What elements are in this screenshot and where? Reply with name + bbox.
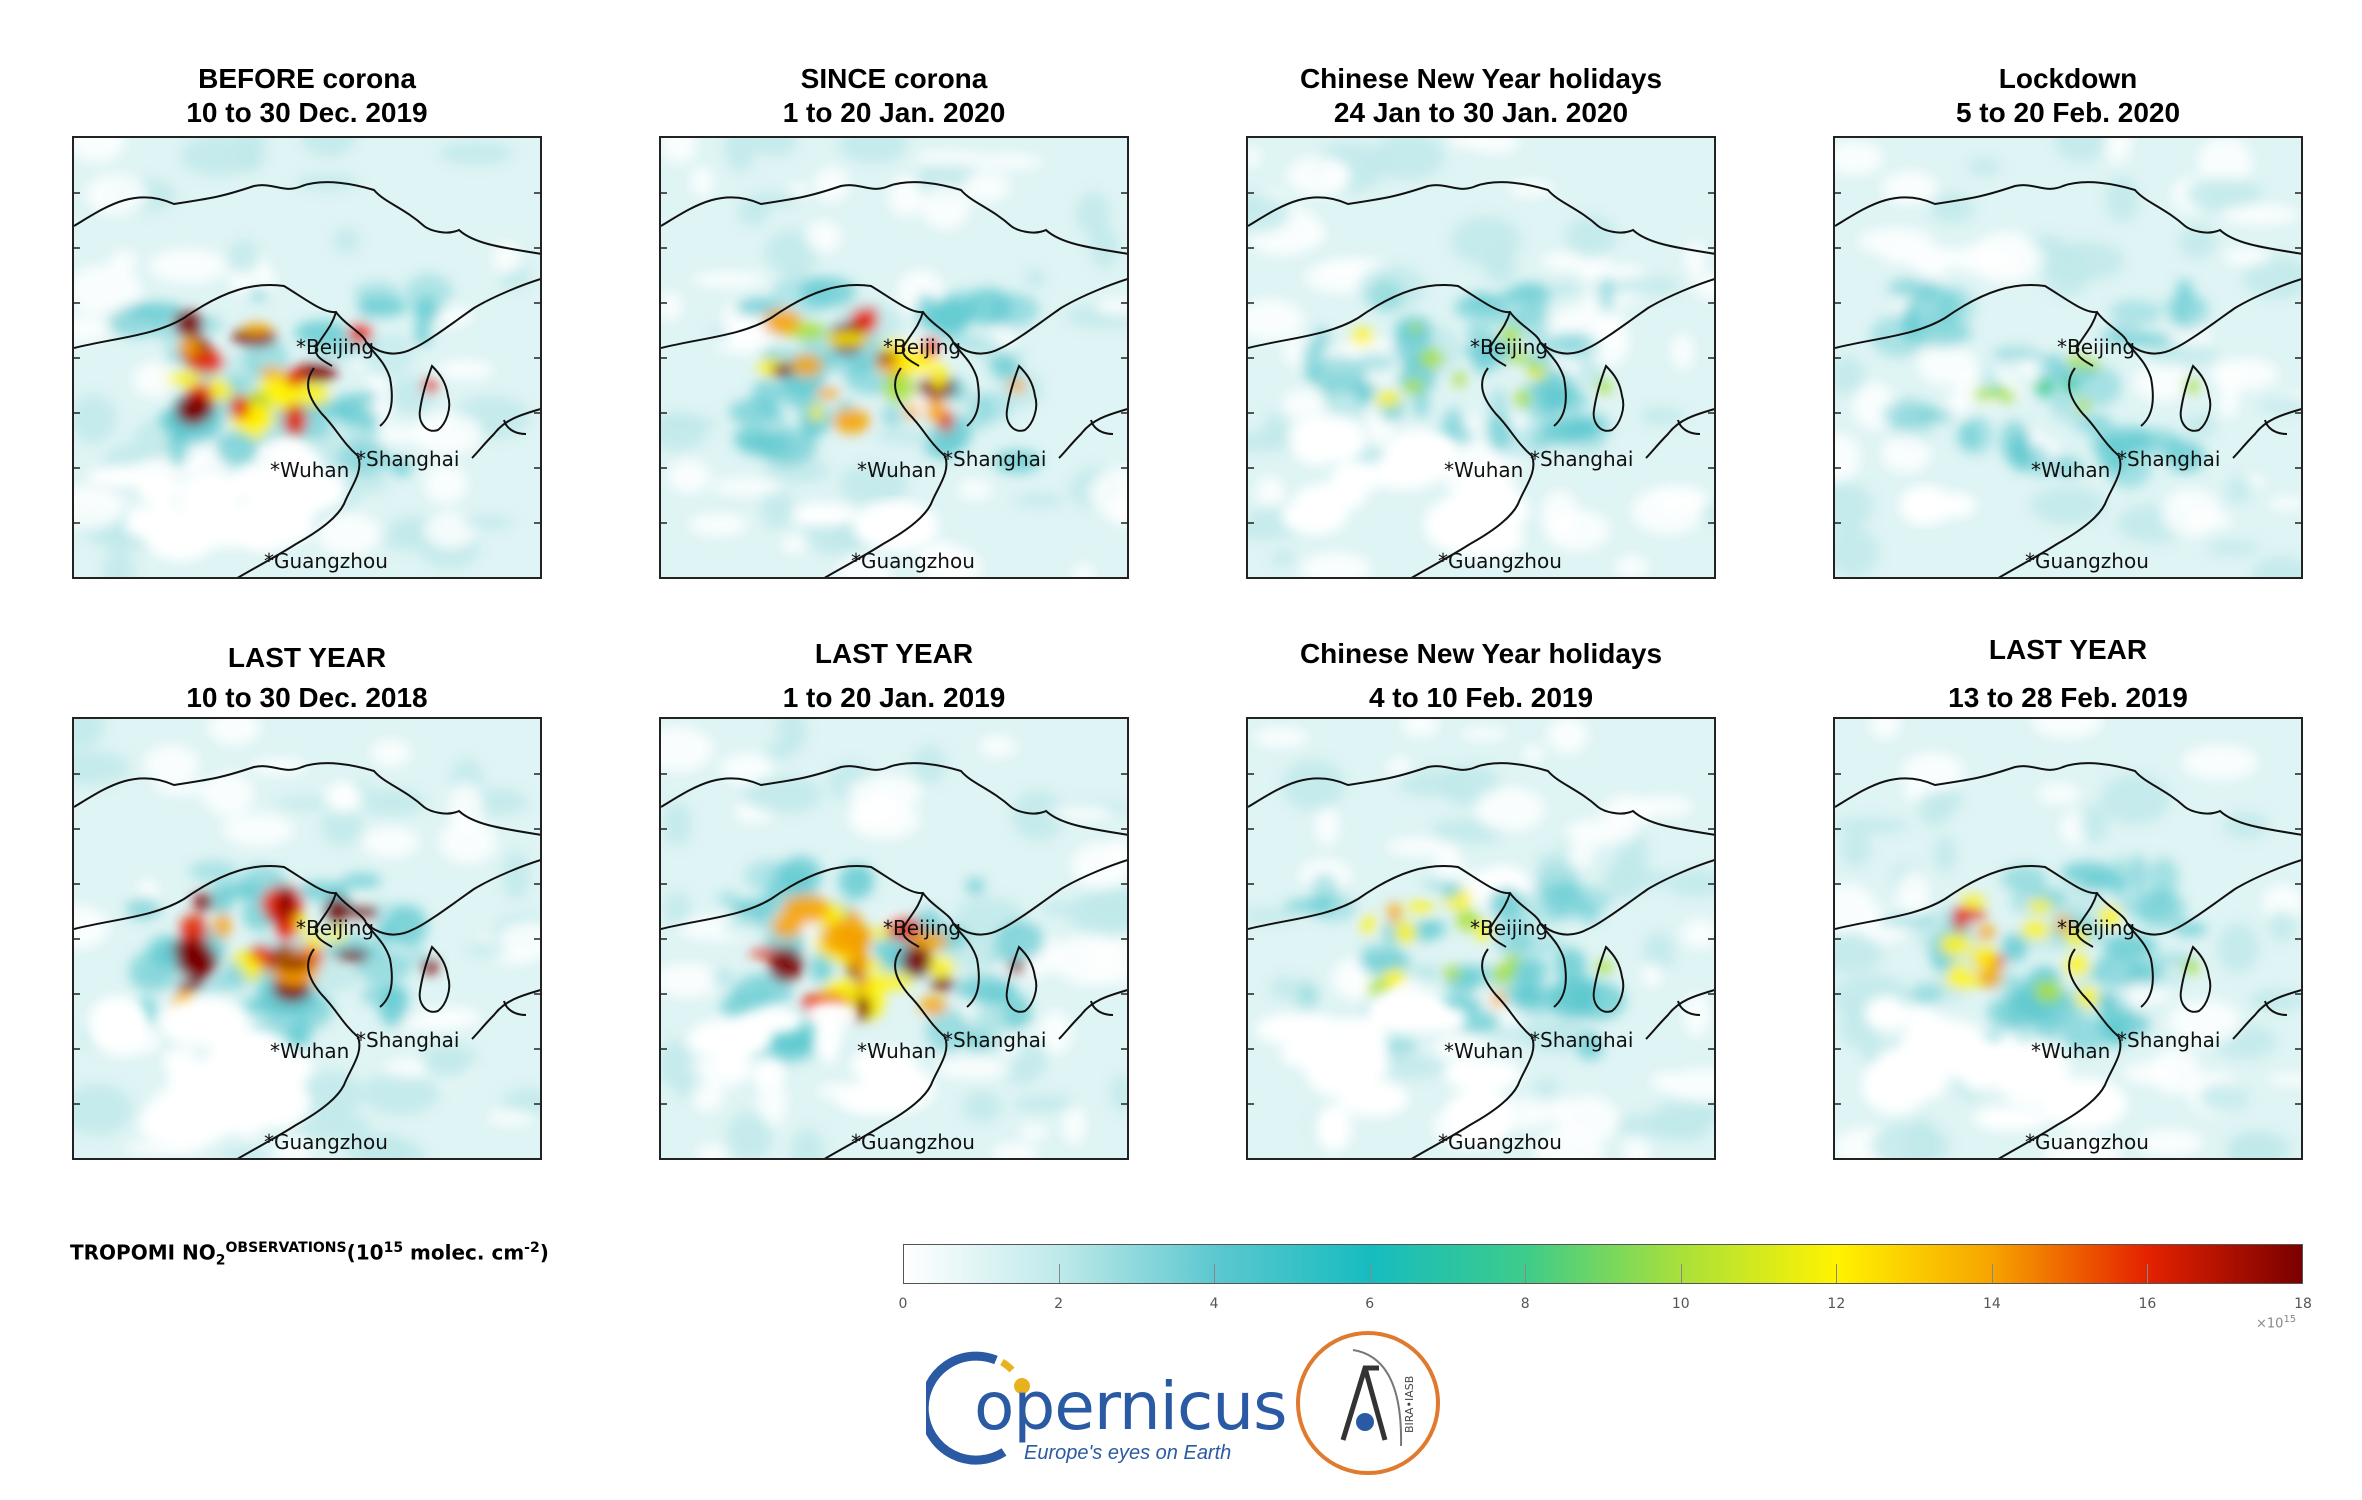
no2-map: *Beijing *Wuhan *Shanghai *Guangzhou: [659, 717, 1129, 1160]
colorbar-tick-mark: [1680, 1264, 1682, 1283]
panel-title-line2: 10 to 30 Dec. 2019: [186, 97, 428, 128]
no2-map-svg: [661, 719, 1127, 1158]
panel-title-line1: BEFORE corona: [198, 63, 416, 94]
copernicus-logo: opernicus Europe's eyes on Earth: [919, 1340, 1288, 1470]
panel-title-line1: Chinese New Year holidays: [1299, 638, 1663, 669]
city-label-shanghai: *Shanghai: [356, 447, 460, 471]
no2-map-svg: [1248, 138, 1714, 577]
colorbar: [903, 1244, 2303, 1284]
panel-title-line2: 4 to 10 Feb. 2019: [1368, 682, 1594, 713]
colorbar-tick-label: 8: [1520, 1296, 1530, 1312]
city-label-guangzhou: *Guangzhou: [2025, 549, 2149, 573]
city-label-wuhan: *Wuhan: [270, 1039, 350, 1063]
city-label-shanghai: *Shanghai: [1530, 447, 1634, 471]
city-label-shanghai: *Shanghai: [2117, 1028, 2221, 1052]
city-label-wuhan: *Wuhan: [857, 458, 937, 482]
city-label-wuhan: *Wuhan: [1444, 1039, 1524, 1063]
city-label-guangzhou: *Guangzhou: [1438, 1130, 1562, 1154]
city-label-shanghai: *Shanghai: [1530, 1028, 1634, 1052]
panel-title-line2: 1 to 20 Jan. 2020: [782, 97, 1006, 128]
colorbar-tick-label: 14: [1982, 1296, 2001, 1312]
panel-title-line2: 24 Jan to 30 Jan. 2020: [1333, 97, 1629, 128]
colorbar-tick-label: 2: [1054, 1296, 1064, 1312]
panel-title-line1: Lockdown: [1998, 63, 2138, 94]
panel-title-line1: Chinese New Year holidays: [1299, 63, 1663, 94]
map-panel: LAST YEAR 13 to 28 Feb. 2019 *Beijing *Wuha…: [1833, 634, 2303, 1160]
panel-title-line1: LAST YEAR: [1988, 634, 2148, 665]
city-label-guangzhou: *Guangzhou: [2025, 1130, 2149, 1154]
city-label-wuhan: *Wuhan: [1444, 458, 1524, 482]
panel-title-line2: 1 to 20 Jan. 2019: [782, 682, 1006, 713]
map-panel: BEFORE corona 10 to 30 Dec. 2019 *Beijing *…: [72, 63, 542, 579]
panel-title-line2: 5 to 20 Feb. 2020: [1955, 97, 2181, 128]
map-panel: Chinese New Year holidays 4 to 10 Feb. 20…: [1246, 638, 1716, 1160]
panel-title-line1: LAST YEAR: [227, 642, 387, 673]
city-label-guangzhou: *Guangzhou: [264, 1130, 388, 1154]
panel-title-line1: SINCE corona: [800, 63, 988, 94]
colorbar-tick-label: 12: [1827, 1296, 1846, 1312]
city-label-shanghai: *Shanghai: [943, 1028, 1047, 1052]
city-label-guangzhou: *Guangzhou: [264, 549, 388, 573]
no2-map: *Beijing *Wuhan *Shanghai *Guangzhou: [72, 136, 542, 579]
colorbar-tick-label: 4: [1209, 1296, 1219, 1312]
colorbar-tick-mark: [1369, 1264, 1371, 1283]
no2-map: *Beijing *Wuhan *Shanghai *Guangzhou: [1833, 136, 2303, 579]
bira-text: BIRA•IASB: [1403, 1376, 1416, 1433]
colorbar-title: TROPOMI NO2OBSERVATIONS(1015 molec. cm-2…: [70, 1240, 549, 1269]
colorbar-tick-label: 6: [1365, 1296, 1375, 1312]
city-label-beijing: *Beijing: [883, 916, 962, 940]
no2-map: *Beijing *Wuhan *Shanghai *Guangzhou: [1833, 717, 2303, 1160]
colorbar-tick-label: 0: [898, 1296, 908, 1312]
colorbar-tick-label: 16: [2138, 1296, 2157, 1312]
map-panel: SINCE corona 1 to 20 Jan. 2020 *Beijing *Wu…: [659, 63, 1129, 579]
colorbar-tick-mark: [1525, 1264, 1527, 1283]
city-label-wuhan: *Wuhan: [270, 458, 350, 482]
no2-map-svg: [74, 138, 540, 577]
copernicus-tagline: Europe's eyes on Earth: [1024, 1442, 1232, 1464]
panel-title-line1: LAST YEAR: [814, 638, 974, 669]
city-label-guangzhou: *Guangzhou: [851, 549, 975, 573]
colorbar-tick-label: 10: [1671, 1296, 1690, 1312]
map-panel: Chinese New Year holidays 24 Jan to 30 Ja…: [1246, 63, 1716, 579]
map-panel: LAST YEAR 10 to 30 Dec. 2018 *Beijing *Wuha…: [72, 642, 542, 1160]
bira-iasb-logo: BIRA•IASB: [1293, 1328, 1443, 1478]
no2-map: *Beijing *Wuhan *Shanghai *Guangzhou: [659, 136, 1129, 579]
no2-map-svg: [661, 138, 1127, 577]
no2-map-svg: [1248, 719, 1714, 1158]
colorbar-tick-label: 18: [2294, 1296, 2312, 1312]
city-label-shanghai: *Shanghai: [356, 1028, 460, 1052]
map-panel: LAST YEAR 1 to 20 Jan. 2019 *Beijing *Wuhan…: [659, 638, 1129, 1160]
city-label-guangzhou: *Guangzhou: [851, 1130, 975, 1154]
colorbar-tick-mark: [1836, 1264, 1838, 1283]
no2-map-svg: [1835, 719, 2301, 1158]
no2-map: *Beijing *Wuhan *Shanghai *Guangzhou: [1246, 136, 1716, 579]
colorbar-tick-mark: [2147, 1264, 2149, 1283]
no2-map: *Beijing *Wuhan *Shanghai *Guangzhou: [1246, 717, 1716, 1160]
city-label-shanghai: *Shanghai: [943, 447, 1047, 471]
city-label-beijing: *Beijing: [1470, 916, 1549, 940]
colorbar-tick-mark: [1991, 1264, 1993, 1283]
map-panel: Lockdown 5 to 20 Feb. 2020 *Beijing *Wuhan *…: [1833, 63, 2303, 579]
city-label-wuhan: *Wuhan: [2031, 1039, 2111, 1063]
city-label-wuhan: *Wuhan: [2031, 458, 2111, 482]
copernicus-wordmark: opernicus: [974, 1368, 1288, 1445]
city-label-wuhan: *Wuhan: [857, 1039, 937, 1063]
colorbar-tick-mark: [1214, 1264, 1216, 1283]
city-label-beijing: *Beijing: [296, 335, 375, 359]
city-label-guangzhou: *Guangzhou: [1438, 549, 1562, 573]
panel-title-line2: 10 to 30 Dec. 2018: [186, 682, 428, 713]
city-label-beijing: *Beijing: [2057, 335, 2136, 359]
no2-map: *Beijing *Wuhan *Shanghai *Guangzhou: [72, 717, 542, 1160]
bira-iasb-icon: BIRA•IASB: [1296, 1331, 1440, 1475]
colorbar-tick-mark: [1058, 1264, 1060, 1283]
panel-title-line2: 13 to 28 Feb. 2019: [1948, 682, 2188, 713]
city-label-beijing: *Beijing: [296, 916, 375, 940]
no2-map-svg: [1835, 138, 2301, 577]
city-label-beijing: *Beijing: [2057, 916, 2136, 940]
city-label-beijing: *Beijing: [883, 335, 962, 359]
colorbar-multiplier: ×1015: [2256, 1314, 2297, 1332]
city-label-beijing: *Beijing: [1470, 335, 1549, 359]
no2-map-svg: [74, 719, 540, 1158]
city-label-shanghai: *Shanghai: [2117, 447, 2221, 471]
